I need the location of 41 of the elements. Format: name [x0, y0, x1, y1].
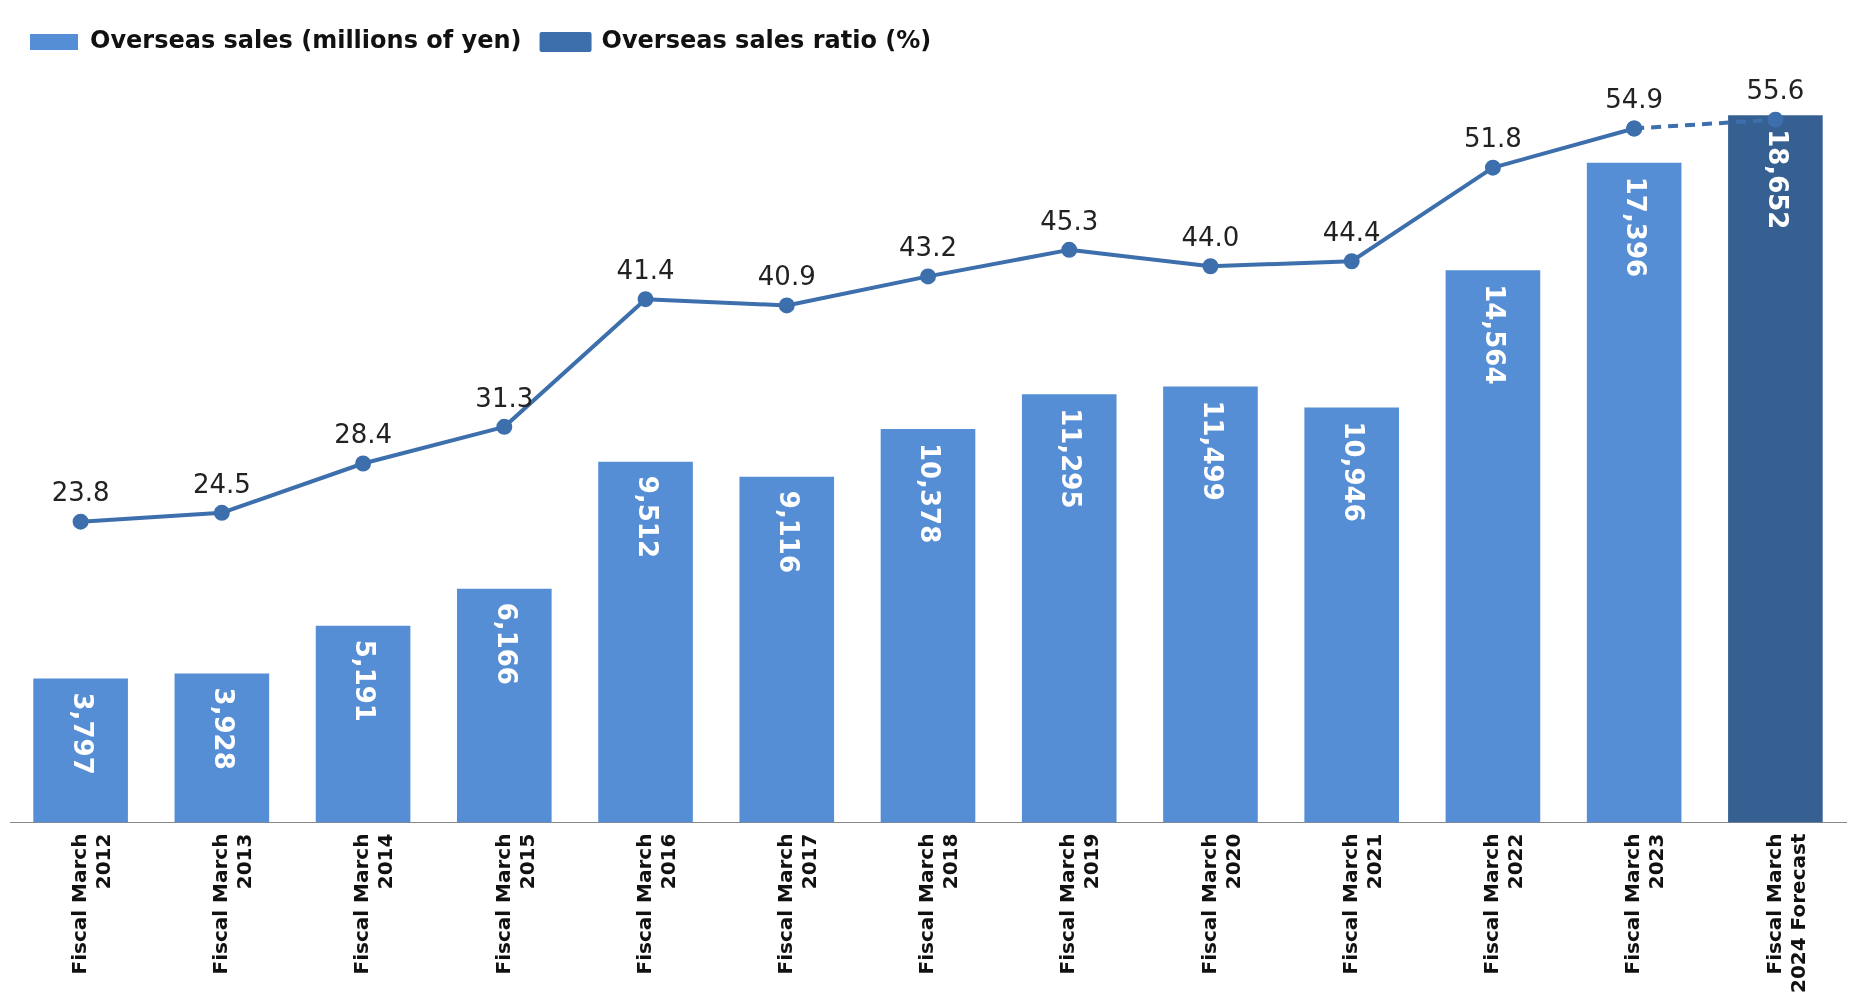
x-tick-label: Fiscal March 2017 — [772, 833, 821, 975]
data-label: 10,946 — [1338, 421, 1369, 522]
x-tick-label: Fiscal March 2014 — [349, 833, 398, 975]
data-label: 17,396 — [1621, 176, 1652, 278]
data-label: 23.8 — [51, 477, 110, 508]
data-label: 24.5 — [192, 468, 251, 499]
data-label: 51.8 — [1463, 123, 1522, 154]
data-label: 45.3 — [1040, 205, 1099, 236]
legend-label: Overseas sales (millions of yen) — [90, 26, 522, 55]
x-tick-label: Fiscal March 2013 — [208, 833, 257, 975]
x-tick-label: Fiscal March 2024 Forecast — [1761, 833, 1810, 994]
data-label: 5,191 — [350, 639, 381, 722]
data-label: 10,378 — [915, 442, 946, 544]
data-label: 11,499 — [1197, 400, 1228, 501]
data-label: 55.6 — [1746, 75, 1805, 106]
data-label: 43.2 — [899, 232, 957, 263]
x-tick-label: Fiscal March 2023 — [1620, 833, 1669, 975]
data-label: 11,295 — [1056, 408, 1087, 509]
data-label: 41.4 — [616, 254, 675, 285]
data-label: 54.9 — [1605, 84, 1664, 115]
x-tick-label: Fiscal March 2021 — [1337, 833, 1386, 975]
data-label: 44.0 — [1181, 222, 1240, 253]
data-label: 3,928 — [209, 687, 240, 770]
data-label: 9,512 — [632, 475, 663, 559]
x-tick-label: Fiscal March 2019 — [1055, 833, 1104, 975]
data-label: 28.4 — [334, 419, 393, 450]
data-label: 18,652 — [1762, 129, 1793, 230]
x-tick-label: Fiscal March 2016 — [631, 833, 680, 975]
data-label: 31.3 — [475, 382, 534, 413]
x-tick-label: Fiscal March 2018 — [914, 833, 963, 975]
data-label: 6,166 — [491, 602, 522, 685]
x-tick-label: Fiscal March 2020 — [1196, 833, 1245, 975]
data-label: 3,797 — [67, 692, 98, 775]
x-tick-label: Fiscal March 2015 — [490, 833, 539, 975]
legend-label: Overseas sales ratio (%) — [601, 26, 932, 55]
x-tick-label: Fiscal March 2022 — [1479, 833, 1528, 975]
data-label: 40.9 — [757, 261, 816, 292]
data-label: 44.4 — [1322, 216, 1381, 247]
data-label: 14,564 — [1480, 284, 1511, 385]
data-label: 9,116 — [774, 490, 805, 574]
x-tick-label: Fiscal March 2012 — [66, 833, 115, 975]
